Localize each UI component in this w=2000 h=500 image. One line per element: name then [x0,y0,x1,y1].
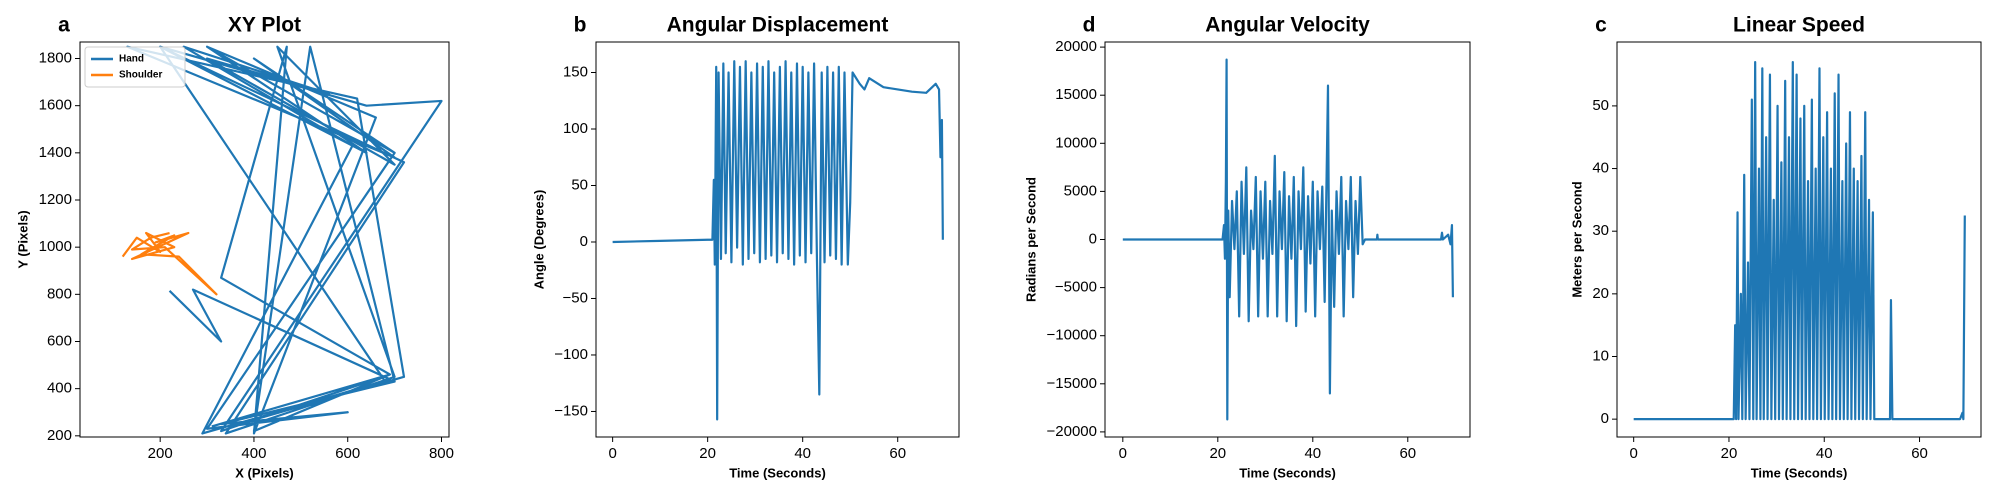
y-tick-label: 1600 [39,97,72,114]
y-tick-label: 1000 [39,238,72,255]
x-tick-label: 40 [1816,445,1833,462]
chart-title: Angular Velocity [1205,14,1370,37]
y-tick-label: 20 [1592,285,1609,302]
x-tick-label: 800 [429,445,454,462]
y-tick-label: 200 [47,427,72,444]
y-tick-label: −15000 [1047,375,1097,392]
x-tick-label: 20 [699,445,716,462]
y-tick-label: 0 [1089,230,1097,247]
x-axis-label: Time (Seconds) [1751,465,1848,480]
y-tick-label: 10 [1592,347,1609,364]
axes-frame [1104,41,1471,438]
x-tick-label: 600 [335,445,360,462]
y-tick-label: −10000 [1047,327,1097,344]
y-tick-label: 1400 [39,144,72,161]
y-tick-label: −5000 [1055,279,1097,296]
axes-frame [1616,41,1982,438]
y-tick-label: 20000 [1055,38,1097,55]
x-tick-label: 60 [889,445,906,462]
y-tick-label: −50 [563,289,588,306]
x-tick-label: 0 [1630,445,1638,462]
y-tick-label: 10000 [1055,134,1097,151]
y-tick-label: 0 [580,233,588,250]
y-tick-label: −100 [554,346,588,363]
panel-label: d [1083,14,1096,37]
chart-title: Linear Speed [1733,14,1865,37]
x-tick-label: 200 [148,445,173,462]
x-axis-label: Time (Seconds) [729,465,826,480]
panel-label: c [1595,14,1607,37]
panel-label: a [58,14,70,37]
y-tick-label: 30 [1592,222,1609,239]
x-axis-label: Time (Seconds) [1239,465,1336,480]
x-tick-label: 60 [1911,445,1928,462]
x-tick-label: 0 [608,445,616,462]
data-line [1122,58,1454,421]
data-line [1633,60,1966,421]
x-axis-label: X (Pixels) [235,465,294,480]
x-tick-label: 40 [1304,445,1321,462]
y-tick-label: 50 [1592,97,1609,114]
data-line [121,231,218,296]
y-tick-label: 150 [563,63,588,80]
y-tick-label: 15000 [1055,86,1097,103]
chart-title: Angular Displacement [667,14,889,37]
axes-frame [79,41,450,438]
panel-label: b [574,14,587,37]
x-tick-label: 20 [1209,445,1226,462]
y-tick-label: 600 [47,332,72,349]
y-tick-label: 50 [571,176,588,193]
x-tick-label: 60 [1399,445,1416,462]
y-tick-label: 800 [47,285,72,302]
data-line [612,60,944,421]
x-tick-label: 40 [794,445,811,462]
y-tick-label: −20000 [1047,423,1097,440]
y-tick-label: 100 [563,120,588,137]
legend-label: Hand [119,54,144,65]
x-tick-label: 20 [1721,445,1738,462]
y-axis-label: Meters per Second [1569,181,1584,297]
y-axis-label: Y (Pixels) [15,210,30,268]
y-axis-label: Radians per Second [1023,177,1038,302]
y-tick-label: 0 [1601,410,1609,427]
y-tick-label: 40 [1592,160,1609,177]
axes-frame [595,41,960,438]
y-tick-label: 1800 [39,49,72,66]
y-axis-label: Angle (Degrees) [531,190,546,290]
y-tick-label: 1200 [39,191,72,208]
y-tick-label: 400 [47,380,72,397]
y-tick-label: 5000 [1064,182,1097,199]
legend-label: Shoulder [119,70,162,81]
x-tick-label: 400 [241,445,266,462]
x-tick-label: 0 [1119,445,1127,462]
chart-title: XY Plot [228,14,301,37]
legend-box [84,46,186,88]
y-tick-label: −150 [554,402,588,419]
